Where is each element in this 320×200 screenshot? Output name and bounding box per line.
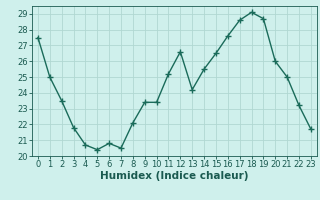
X-axis label: Humidex (Indice chaleur): Humidex (Indice chaleur) — [100, 171, 249, 181]
